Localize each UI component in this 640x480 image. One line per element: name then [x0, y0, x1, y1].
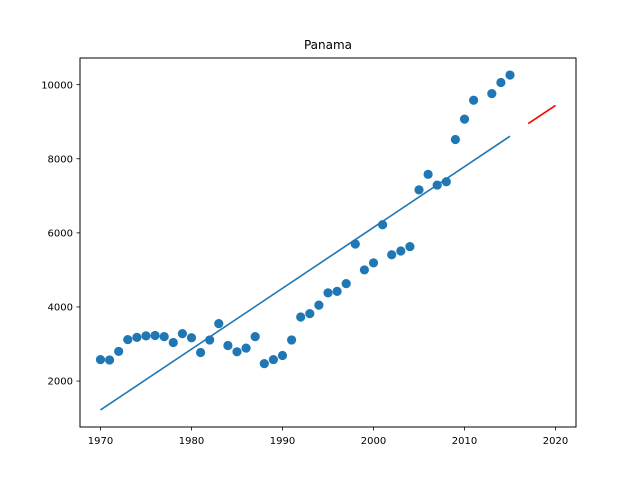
- scatter-point-1981: [195, 347, 206, 358]
- scatter-point-2004: [405, 241, 415, 252]
- scatter-point-1987: [250, 332, 260, 342]
- scatter-point-2000: [368, 258, 379, 268]
- axes-layer: 1970 1980 1990 2000 2010 2020 2000 4000 6000 8000…: [41, 57, 577, 447]
- scatter-point-1975: [141, 331, 151, 341]
- trend-line: [100, 135, 511, 411]
- scatter-point-1984: [223, 340, 233, 351]
- scatter-point-1976: [150, 330, 160, 341]
- scatter-point-1998: [350, 239, 360, 249]
- y-tick-label-8000: 8000: [48, 154, 73, 165]
- scatter-point-2005: [414, 185, 424, 195]
- scatter-point-1983: [214, 319, 224, 329]
- scatter-point-1980: [186, 333, 197, 343]
- scatter-point-1990: [277, 350, 288, 361]
- scatter-point-2011: [469, 95, 479, 105]
- scatter-point-1997: [341, 279, 351, 289]
- scatter-point-1988: [259, 359, 269, 369]
- scatter-point-1991: [286, 335, 297, 345]
- x-tick-label-2010: 2010: [452, 436, 477, 447]
- forecast-line: [527, 104, 556, 125]
- scatter-point-1995: [323, 288, 333, 298]
- scatter-point-2010: [459, 114, 470, 124]
- scatter-point-2003: [396, 246, 406, 256]
- scatter-point-1985: [232, 347, 242, 357]
- scatter-point-1973: [123, 334, 133, 345]
- scatter-point-1972: [114, 346, 124, 357]
- scatter-point-1977: [159, 332, 169, 342]
- x-tick-label-1990: 1990: [270, 436, 295, 447]
- y-tick-label-10000: 10000: [41, 80, 73, 91]
- x-tick-label-2000: 2000: [361, 436, 386, 447]
- scatter-point-1970: [95, 354, 106, 365]
- y-tick-label-4000: 4000: [48, 303, 73, 314]
- scatter-point-1996: [332, 286, 342, 297]
- plot-layer: [95, 70, 556, 411]
- scatter-point-1999: [359, 265, 370, 275]
- scatter-point-1992: [296, 312, 306, 322]
- y-tick-label-6000: 6000: [48, 228, 73, 239]
- scatter-point-1979: [177, 329, 187, 339]
- scatter-point-2006: [423, 169, 433, 179]
- scatter-point-2013: [487, 88, 497, 99]
- chart-title: Panama: [304, 38, 352, 52]
- x-tick-label-2020: 2020: [543, 436, 568, 447]
- scatter-point-1971: [104, 355, 115, 365]
- plot-frame: [79, 57, 577, 428]
- scatter-point-2015: [505, 70, 515, 80]
- scatter-point-2009: [450, 134, 461, 145]
- x-tick-label-1970: 1970: [88, 436, 113, 447]
- scatter-point-1994: [314, 300, 324, 310]
- scatter-point-1986: [241, 343, 251, 353]
- scatter-point-1978: [168, 337, 178, 348]
- scatter-point-1993: [305, 309, 315, 319]
- scatter-point-1974: [132, 332, 142, 342]
- scatter-point-1989: [268, 354, 278, 365]
- scatter-point-2002: [387, 250, 397, 260]
- x-tick-label-1980: 1980: [179, 436, 204, 447]
- scatter-point-2014: [496, 77, 506, 88]
- y-tick-label-2000: 2000: [48, 377, 73, 388]
